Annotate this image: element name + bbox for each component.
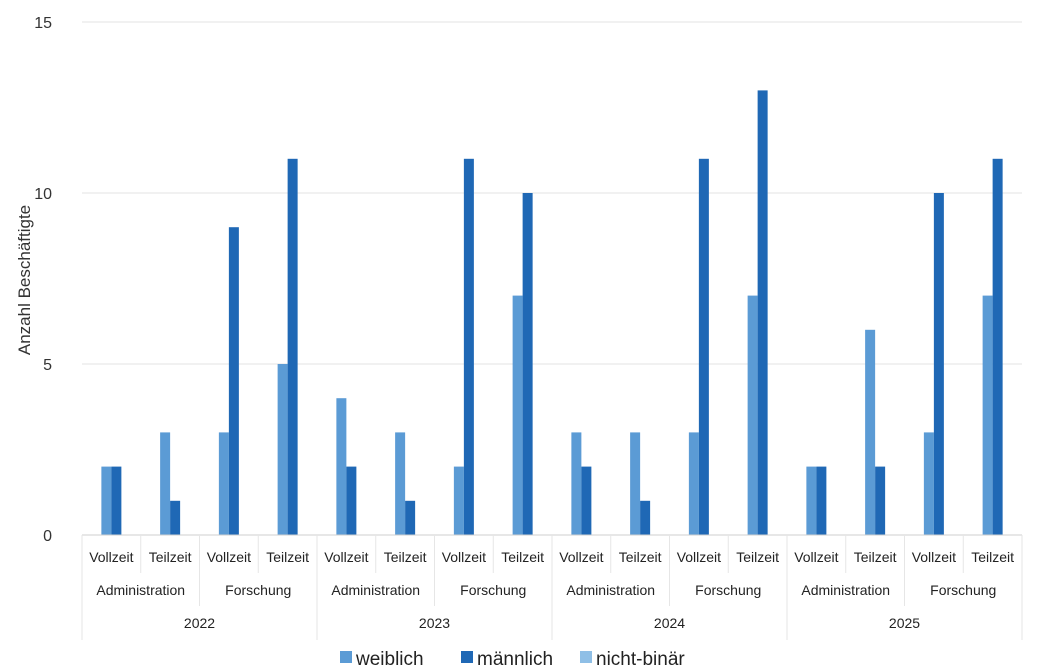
legend-swatch-nicht-binär (580, 651, 592, 663)
bar-männlich (170, 500, 181, 535)
x-subgroup-label: Teilzeit (266, 549, 309, 565)
bar-weiblich (160, 432, 171, 535)
x-year-label: 2025 (889, 615, 920, 631)
x-year-label: 2023 (419, 615, 450, 631)
bar-weiblich (806, 466, 817, 535)
bars (101, 90, 1003, 536)
legend-swatch-männlich (461, 651, 473, 663)
bar-weiblich (101, 466, 112, 535)
bar-weiblich (688, 432, 699, 535)
x-subgroup-label: Teilzeit (384, 549, 427, 565)
bar-weiblich (395, 432, 406, 535)
x-group-label: Administration (96, 582, 185, 598)
x-subgroup-label: Vollzeit (207, 549, 251, 565)
x-year-label: 2022 (184, 615, 215, 631)
bar-weiblich (747, 295, 758, 535)
bar-männlich (111, 466, 122, 535)
y-tick-label: 15 (34, 15, 52, 32)
x-subgroup-label: Teilzeit (854, 549, 897, 565)
bar-männlich (405, 500, 416, 535)
x-subgroup-label: Vollzeit (442, 549, 486, 565)
bar-männlich (581, 466, 592, 535)
x-subgroup-label: Vollzeit (559, 549, 603, 565)
bar-weiblich (865, 329, 876, 535)
bar-männlich (640, 500, 651, 535)
legend-label-nicht-binär: nicht-binär (596, 649, 685, 667)
bar-weiblich (512, 295, 523, 535)
bar-weiblich (923, 432, 934, 535)
x-group-label: Administration (801, 582, 890, 598)
bar-weiblich (336, 398, 347, 535)
x-subgroup-label: Vollzeit (89, 549, 133, 565)
x-subgroup-label: Vollzeit (794, 549, 838, 565)
y-tick-label: 10 (34, 186, 52, 203)
bar-männlich (346, 466, 357, 535)
x-group-label: Forschung (930, 582, 996, 598)
y-tick-label: 5 (43, 357, 52, 374)
x-subgroup-label: Teilzeit (971, 549, 1014, 565)
x-subgroup-label: Teilzeit (149, 549, 192, 565)
bar-weiblich (630, 432, 641, 535)
bar-männlich (522, 193, 533, 535)
x-group-label: Administration (566, 582, 655, 598)
legend: weiblich männlich nicht-binär (340, 649, 685, 667)
bar-männlich (463, 158, 474, 536)
legend-label-männlich: männlich (477, 649, 553, 667)
x-year-label: 2024 (654, 615, 685, 631)
bar-weiblich (571, 432, 582, 535)
x-subgroup-label: Vollzeit (677, 549, 721, 565)
bar-männlich (933, 193, 944, 535)
bar-weiblich (982, 295, 993, 535)
x-group-label: Forschung (695, 582, 761, 598)
x-group-label: Forschung (225, 582, 291, 598)
legend-label-weiblich: weiblich (355, 649, 424, 667)
x-subgroup-label: Teilzeit (619, 549, 662, 565)
bar-weiblich (277, 364, 288, 535)
x-group-label: Administration (331, 582, 420, 598)
y-axis: 0 5 10 15 (34, 15, 52, 545)
y-tick-label: 0 (43, 528, 52, 545)
bar-männlich (816, 466, 827, 535)
x-axis: Vollzeit Teilzeit Vollzeit Teilzeit Vollzeit… (81, 534, 1023, 640)
x-subgroup-label: Vollzeit (912, 549, 956, 565)
x-subgroup-label: Teilzeit (501, 549, 544, 565)
x-subgroup-label: Vollzeit (324, 549, 368, 565)
bar-weiblich (218, 432, 229, 535)
bar-männlich (287, 158, 298, 536)
bar-männlich (757, 90, 768, 536)
x-subgroup-label: Teilzeit (736, 549, 779, 565)
bar-männlich (875, 466, 886, 535)
x-group-label: Forschung (460, 582, 526, 598)
bar-männlich (698, 158, 709, 536)
bar-männlich (228, 227, 239, 535)
bar-männlich (992, 158, 1003, 536)
bar-weiblich (453, 466, 464, 535)
legend-swatch-weiblich (340, 651, 352, 663)
y-axis-label: Anzahl Beschäftigte (15, 205, 34, 355)
